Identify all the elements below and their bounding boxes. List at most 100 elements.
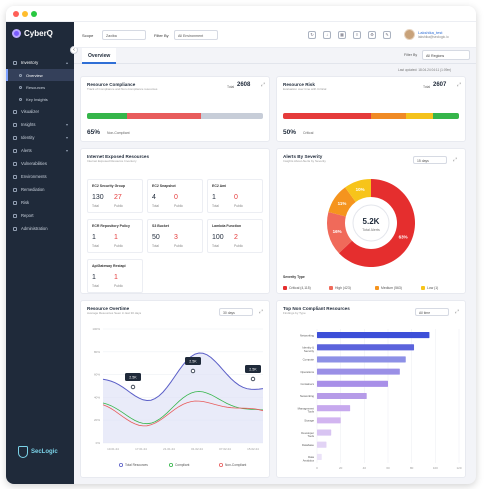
exposed-tile-s3-bucket[interactable]: S3 Bucket 50 3 Total Public — [147, 219, 203, 253]
sidebar-item-administration[interactable]: Administration — [6, 222, 74, 235]
chevron-icon: ▴ — [65, 60, 68, 65]
sidebar-item-vulnerabilities[interactable]: Vulnerabilities — [6, 157, 74, 170]
bar-segment — [432, 113, 459, 119]
exposed-tile-ec2-security-group[interactable]: EC2 Security Group 130 27 Total Public — [87, 179, 143, 213]
visualizer-icon — [13, 109, 17, 114]
app-logo[interactable]: CyberQ — [12, 29, 53, 38]
bar[interactable] — [317, 441, 327, 448]
expand-icon[interactable]: ⤢ — [455, 309, 460, 315]
bar[interactable] — [317, 380, 388, 387]
region-select[interactable]: All Regions — [422, 50, 470, 60]
bar[interactable] — [317, 368, 400, 375]
user-avatar[interactable] — [404, 29, 415, 40]
percent-value: 65% — [87, 129, 101, 136]
bar[interactable] — [317, 344, 415, 351]
sidebar-item-identity[interactable]: Identity ▾ — [6, 131, 74, 144]
bar[interactable] — [317, 429, 332, 436]
filter-icon[interactable]: ≡ — [353, 31, 361, 39]
maximize-window-dot[interactable] — [31, 11, 37, 17]
close-window-dot[interactable] — [13, 11, 19, 17]
donut-slice[interactable] — [338, 179, 415, 267]
compliant-line[interactable] — [102, 391, 264, 425]
download-icon[interactable]: ↓ — [323, 31, 331, 39]
sidebar-item-resources[interactable]: Resources — [6, 81, 74, 93]
bar[interactable] — [317, 405, 351, 412]
tooltip-box — [125, 373, 141, 381]
overtime-range-select[interactable]: 30 days — [219, 308, 253, 316]
donut-slice[interactable] — [328, 187, 356, 217]
noncompliant-range-select[interactable]: All time — [415, 308, 449, 316]
sidebar-item-insights[interactable]: Insights ▾ — [6, 118, 74, 131]
donut-slice[interactable] — [327, 212, 353, 254]
bar[interactable] — [317, 417, 341, 424]
sidebar-item-label: Administration — [21, 226, 48, 231]
exposed-tile-lambda-function[interactable]: Lambda Function 100 2 Total Public — [207, 219, 263, 253]
exposed-tile-ec2-snapshot[interactable]: EC2 Snapshot 4 0 Total Public — [147, 179, 203, 213]
donut-slice[interactable] — [345, 179, 371, 202]
tile-total: 1 — [92, 274, 96, 281]
vulnerabilities-icon — [13, 161, 17, 166]
expand-icon[interactable]: ⤢ — [457, 82, 462, 88]
noncompliant-bar-chart: 0 20 40 60 80 100 120 Networking Identity &Secur… — [298, 329, 462, 470]
sidebar-item-report[interactable]: Report — [6, 209, 74, 222]
exposed-tile-ec2-ami[interactable]: EC2 Ami 1 0 Total Public — [207, 179, 263, 213]
bar-segment — [87, 113, 128, 119]
total-resources-line[interactable] — [102, 352, 264, 402]
tile-total: 130 — [92, 194, 104, 201]
sidebar-item-label: Risk — [21, 200, 30, 205]
tile-title: EC2 Snapshot — [152, 184, 176, 188]
data-point[interactable] — [190, 368, 196, 374]
refresh-icon[interactable]: ↻ — [308, 31, 316, 39]
internet-exposed-card: Internet Exposed Resources Internet Expo… — [80, 148, 270, 294]
expand-icon[interactable]: ⤢ — [261, 82, 266, 88]
sidebar-item-label: Environments — [21, 174, 47, 179]
severity-legend-item: Medium (563) — [375, 286, 402, 290]
calendar-icon[interactable]: ▦ — [338, 31, 346, 39]
sidebar-item-inventory[interactable]: Inventory ▴ — [6, 56, 74, 69]
card-subtitle: Track of Compliance and Non-Compliance r… — [87, 87, 158, 91]
sidebar-item-label: Remediation — [21, 187, 45, 192]
sidebar-item-visualizer[interactable]: Visualizer — [6, 105, 74, 118]
settings-icon[interactable]: ⚙ — [368, 31, 376, 39]
sidebar-item-overview[interactable]: Overview — [6, 69, 74, 81]
expand-icon[interactable]: ⤢ — [259, 309, 264, 315]
bar[interactable] — [317, 332, 430, 339]
sidebar-item-alerts[interactable]: Alerts ▾ — [6, 144, 74, 157]
tile-l2: Public — [114, 244, 123, 248]
legend-label: Total Resources — [125, 463, 148, 467]
x-tick-label: 20 — [339, 466, 343, 470]
total-alerts-value: 5.2K — [363, 217, 380, 226]
edit-icon[interactable]: ✎ — [383, 31, 391, 39]
exposed-tile-apigateway-restapi[interactable]: ApiGateway Restapi 1 1 Total Public — [87, 259, 143, 293]
data-point[interactable] — [250, 376, 256, 382]
sidebar-item-label: Alerts — [21, 148, 32, 153]
noncompliant-line[interactable] — [102, 400, 264, 427]
sidebar-item-environments[interactable]: Environments — [6, 170, 74, 183]
x-tick-label: 01.02.24 — [191, 447, 203, 451]
bar-label: Compute — [303, 358, 315, 362]
sidebar-item-risk[interactable]: Risk — [6, 196, 74, 209]
x-tick-label: 07.02.24 — [219, 447, 231, 451]
minimize-window-dot[interactable] — [22, 11, 28, 17]
severity-legend-item: Low (1) — [421, 286, 438, 290]
tile-l2: Public — [234, 204, 243, 208]
exposed-tile-ecr-repository-policy[interactable]: ECR Repository Policy 1 1 Total Public — [87, 219, 143, 253]
expand-icon[interactable]: ⤢ — [453, 157, 458, 163]
user-name[interactable]: Lakshika_test — [418, 30, 443, 35]
sidebar-item-remediation[interactable]: Remediation — [6, 183, 74, 196]
bar[interactable] — [317, 392, 367, 400]
bar[interactable] — [317, 356, 406, 363]
environment-select[interactable]: All Environment — [174, 30, 218, 40]
alerts-range-select[interactable]: 15 days — [413, 156, 447, 164]
card-title: Resource Compliance — [87, 82, 136, 87]
resource-risk-card: Resource Risk Evaluation over time with … — [276, 76, 466, 142]
bar[interactable] — [317, 453, 322, 460]
legend-label: Compliant — [175, 463, 189, 467]
sidebar-item-key-insights[interactable]: Key Insights — [6, 93, 74, 105]
compliance-bar — [87, 113, 263, 119]
sidebar-nav: Inventory ▴ Overview Resources Key Insights V… — [6, 56, 74, 235]
severity-legend-item: High (423) — [329, 286, 351, 290]
scope-select[interactable]: Zaxiba — [102, 30, 146, 40]
tab-overview[interactable]: Overview — [82, 48, 117, 64]
data-point[interactable] — [130, 384, 136, 390]
